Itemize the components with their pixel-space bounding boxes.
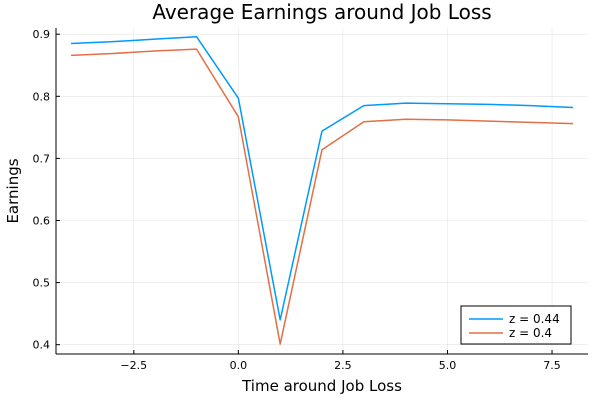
legend-label-series-1: z = 0.44 bbox=[509, 312, 560, 326]
x-tick-label: 0.0 bbox=[230, 359, 248, 372]
legend-label-series-2: z = 0.4 bbox=[509, 326, 552, 340]
y-tick-label: 0.5 bbox=[33, 277, 51, 290]
y-tick-label: 0.6 bbox=[33, 214, 51, 227]
x-ticks: −2.5 0.0 2.5 5.0 7.5 bbox=[120, 350, 561, 372]
y-tick-label: 0.7 bbox=[33, 152, 51, 165]
x-tick-label: 7.5 bbox=[543, 359, 561, 372]
y-tick-label: 0.8 bbox=[33, 90, 51, 103]
axes bbox=[55, 28, 588, 355]
y-axis-label: Earnings bbox=[4, 158, 22, 223]
series bbox=[71, 35, 573, 345]
x-axis-label: Time around Job Loss bbox=[241, 377, 402, 395]
legend: z = 0.44 z = 0.4 bbox=[460, 305, 572, 345]
series-line-1 bbox=[71, 35, 573, 321]
series-line-2 bbox=[71, 48, 573, 345]
grid bbox=[56, 28, 588, 354]
y-tick-label: 0.4 bbox=[33, 339, 51, 352]
x-tick-label: −2.5 bbox=[120, 359, 147, 372]
x-tick-label: 2.5 bbox=[334, 359, 352, 372]
legend-box bbox=[460, 305, 572, 345]
y-ticks: 0.4 0.5 0.6 0.7 0.8 0.9 bbox=[33, 28, 60, 352]
chart-title: Average Earnings around Job Loss bbox=[152, 0, 491, 24]
x-tick-label: 5.0 bbox=[439, 359, 457, 372]
y-tick-label: 0.9 bbox=[33, 28, 51, 41]
